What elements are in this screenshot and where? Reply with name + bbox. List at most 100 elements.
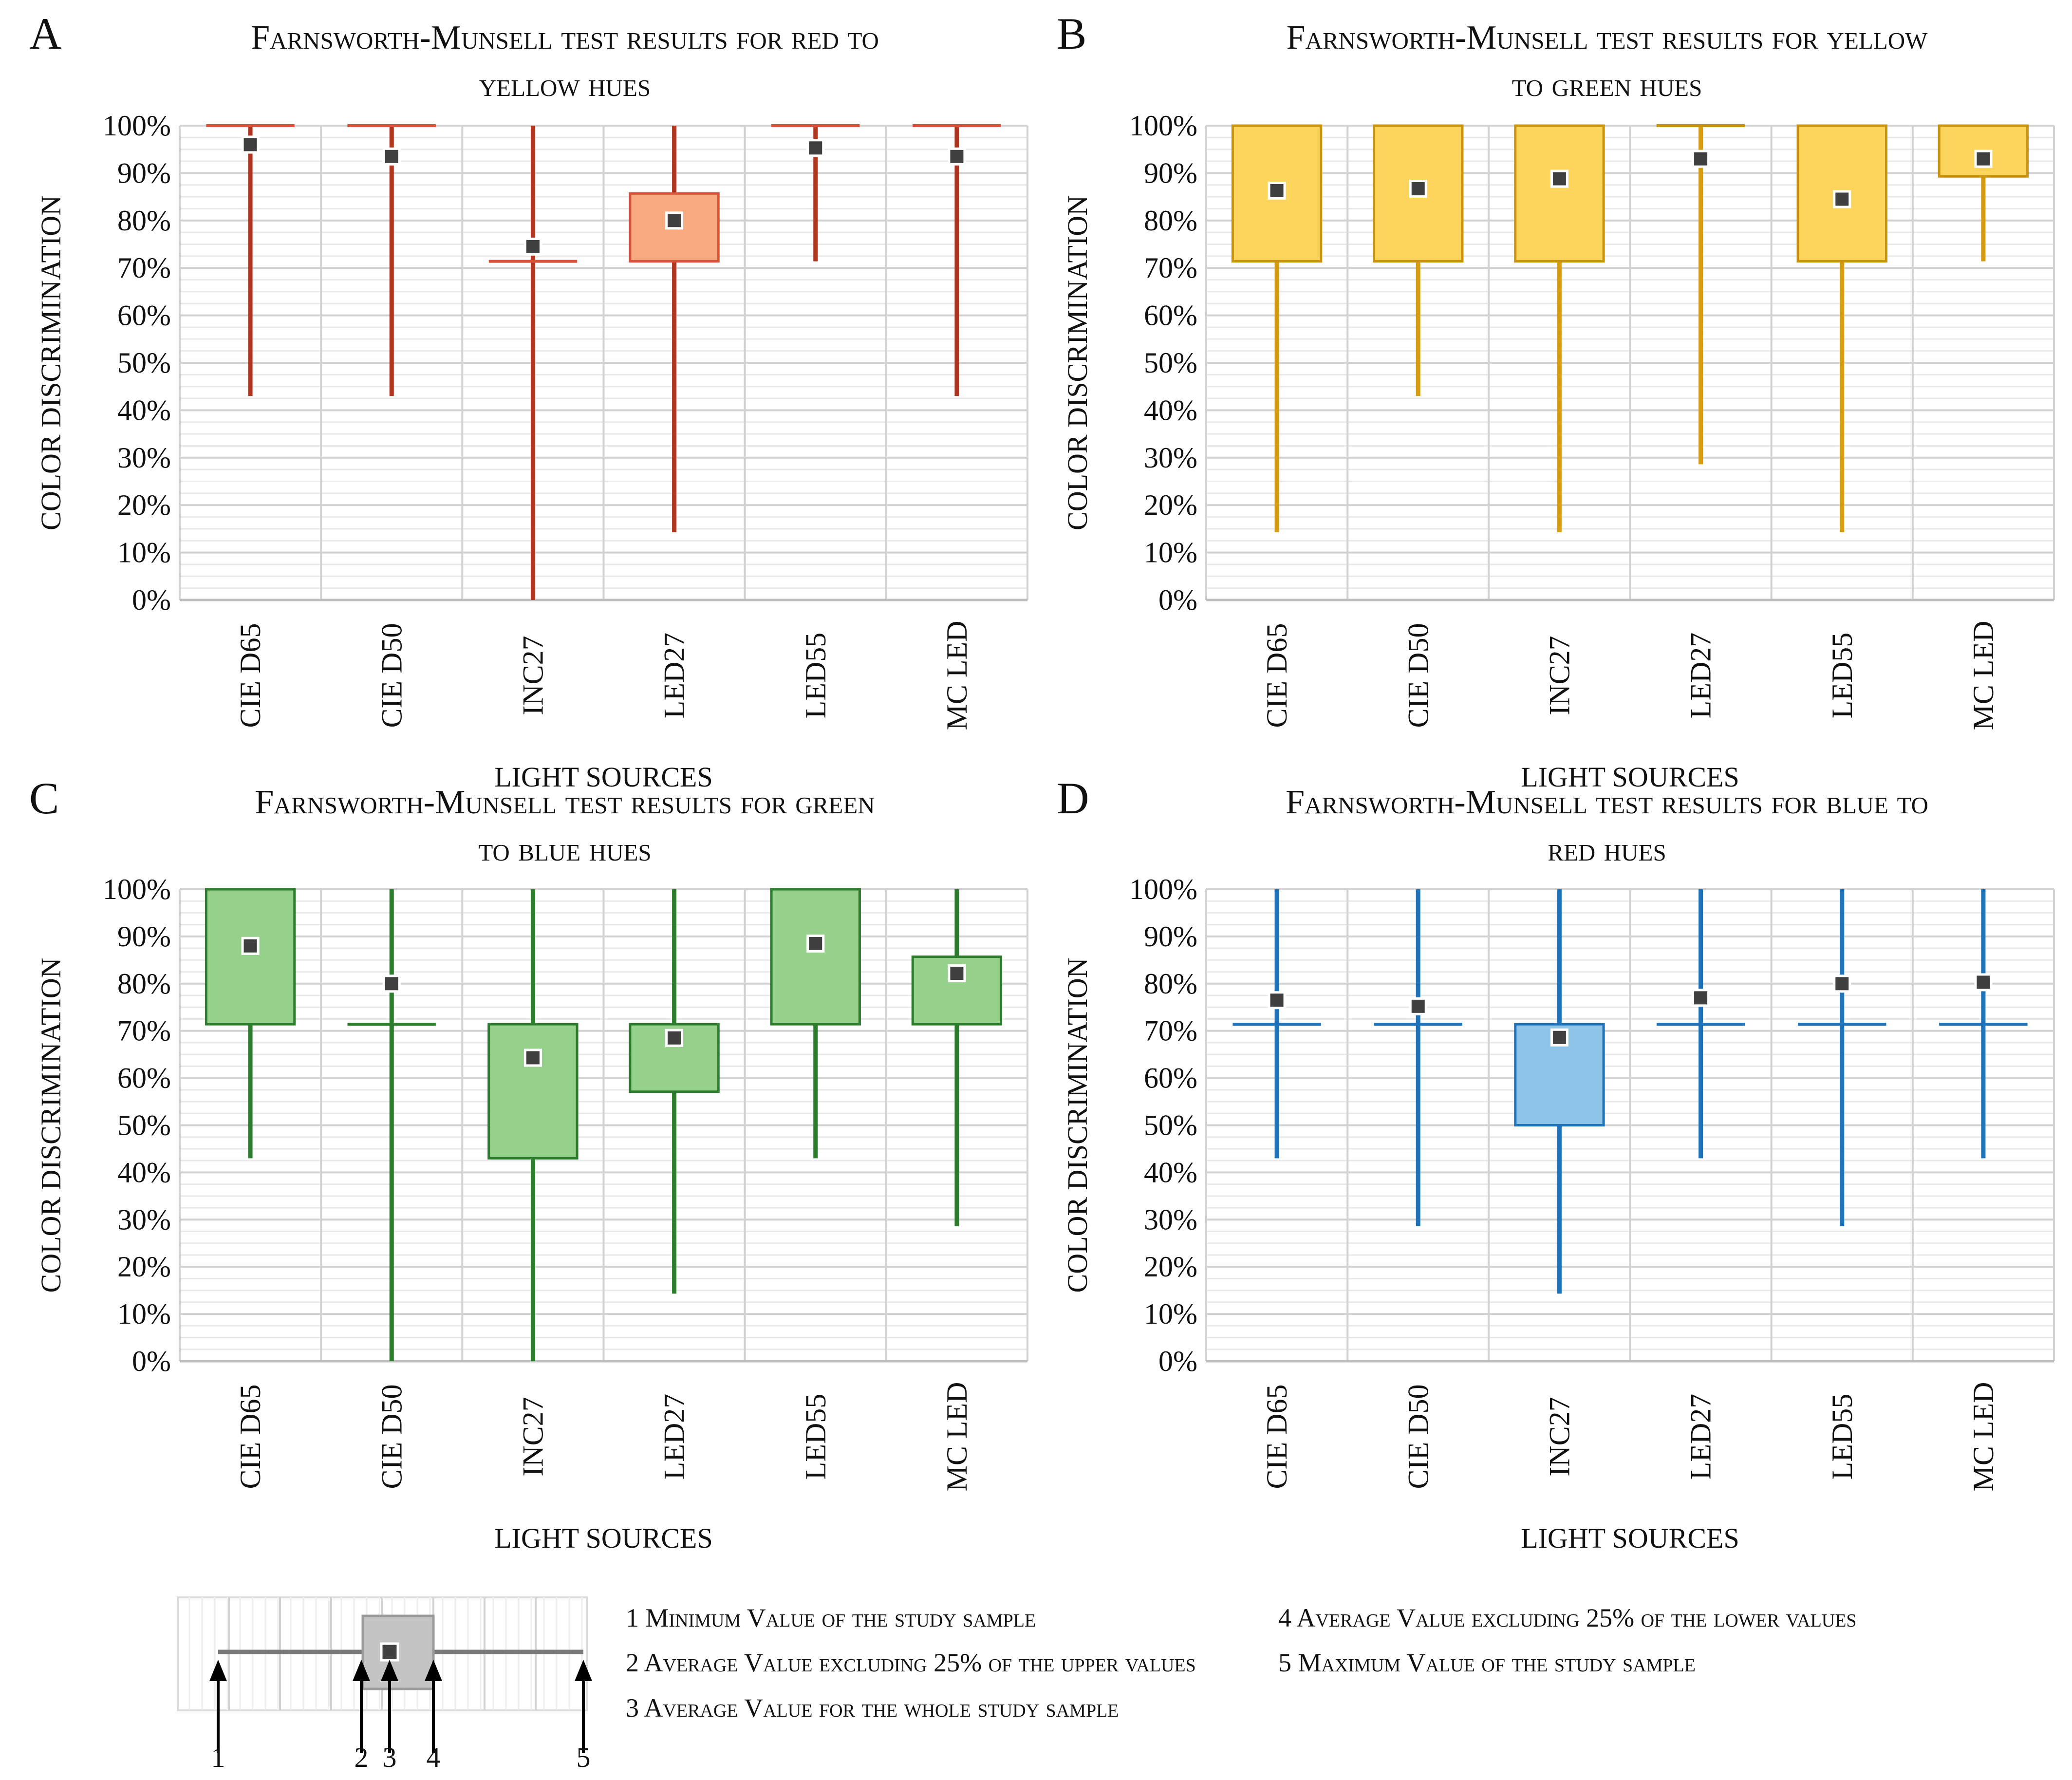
panel-letter: C xyxy=(29,773,59,823)
mean-marker xyxy=(665,211,684,230)
x-axis-title: LIGHT SOURCES xyxy=(494,1522,712,1554)
y-tick-label: 10% xyxy=(117,1298,171,1330)
y-tick-label: 40% xyxy=(1144,1156,1197,1188)
chart-panel-c: 0% 10% 20% 30% 40% 50% 60% 70% 80% 90% 100% COLOR D… xyxy=(29,773,1028,1554)
legend-arrow-head xyxy=(425,1660,442,1681)
y-tick-label: 70% xyxy=(1144,252,1197,284)
y-tick-label: 80% xyxy=(117,205,171,237)
box-rect xyxy=(1514,124,1605,263)
mean-marker xyxy=(1268,991,1286,1010)
mean-marker xyxy=(806,139,825,157)
legend-number-3: 3 xyxy=(383,1742,397,1773)
box-group-led27: LED27 xyxy=(1656,124,1745,719)
mean-marker xyxy=(948,964,966,982)
legend-panel: 1 2 3 4 5 1 Minimum Value of the study sample… xyxy=(177,1596,1857,1773)
mean-marker xyxy=(1409,997,1427,1015)
mean-marker xyxy=(241,937,260,955)
y-tick-label: 100% xyxy=(103,873,171,905)
box-group-cie-d50: CIE D50 xyxy=(347,124,436,728)
y-tick-label: 80% xyxy=(1144,968,1197,1000)
x-tick-label: LED27 xyxy=(1685,1394,1717,1480)
legend-arrow-head xyxy=(353,1660,370,1681)
box-group-cie-d65: CIE D65 xyxy=(205,888,296,1489)
x-tick-label: INC27 xyxy=(517,1397,549,1476)
y-axis-title: COLOR DISCRIMINATION xyxy=(35,195,67,530)
box-rect xyxy=(487,1023,579,1160)
mean-marker xyxy=(1833,974,1851,993)
x-tick-label: CIE D65 xyxy=(234,623,266,728)
x-tick-label: LED55 xyxy=(800,1394,832,1480)
x-tick-label: MC LED xyxy=(1967,1382,1999,1492)
box-group-inc27: INC27 xyxy=(1514,889,1605,1477)
y-tick-label: 0% xyxy=(1158,584,1197,616)
legend-item-2: 2 Average Value excluding 25% of the upp… xyxy=(626,1648,1196,1677)
box-group-led27: LED27 xyxy=(629,126,720,718)
chart-title-line2: red hues xyxy=(1548,831,1666,868)
mean-marker xyxy=(1692,150,1710,168)
mean-marker xyxy=(1550,169,1568,188)
x-tick-label: CIE D50 xyxy=(375,623,408,728)
mean-marker xyxy=(1974,973,1993,992)
x-tick-label: CIE D65 xyxy=(1261,623,1293,728)
legend-arrow-head xyxy=(575,1660,592,1681)
chart-title-line1: Farnsworth-Munsell test results for yell… xyxy=(1287,19,1928,56)
mean-marker xyxy=(806,934,825,953)
mean-marker xyxy=(665,1029,684,1047)
y-tick-label: 30% xyxy=(117,1203,171,1236)
mean-marker xyxy=(241,135,260,154)
box-group-mc-led: MC LED xyxy=(1938,124,2029,731)
y-tick-label: 100% xyxy=(1129,110,1197,142)
mean-marker xyxy=(1833,190,1851,208)
box-group-led27: LED27 xyxy=(1656,889,1745,1480)
x-tick-label: MC LED xyxy=(1967,621,1999,731)
legend-arrow-head xyxy=(209,1660,227,1681)
y-tick-label: 70% xyxy=(117,1015,171,1047)
y-tick-label: 50% xyxy=(117,1109,171,1142)
box-group-led27: LED27 xyxy=(629,889,720,1480)
box-group-mc-led: MC LED xyxy=(911,889,1003,1492)
chart-title-line1: Farnsworth-Munsell test results for blue… xyxy=(1286,784,1928,821)
x-axis-title: LIGHT SOURCES xyxy=(494,761,712,793)
mean-marker xyxy=(1268,181,1286,200)
chart-title-line2: to blue hues xyxy=(478,831,651,868)
y-tick-label: 100% xyxy=(103,110,171,142)
x-tick-label: LED27 xyxy=(1685,633,1717,719)
x-tick-label: CIE D65 xyxy=(1261,1385,1293,1489)
chart-title-line2: yellow hues xyxy=(479,66,651,104)
mean-marker xyxy=(1974,150,1993,168)
x-tick-label: LED55 xyxy=(1826,1394,1858,1480)
box-group-led55: LED55 xyxy=(1798,889,1886,1480)
legend-number-2: 2 xyxy=(355,1742,369,1773)
x-tick-label: LED55 xyxy=(1826,633,1858,719)
x-axis-title: LIGHT SOURCES xyxy=(1521,1522,1739,1554)
y-tick-label: 100% xyxy=(1129,873,1197,905)
y-tick-label: 10% xyxy=(1144,537,1197,569)
y-tick-label: 0% xyxy=(132,1345,171,1377)
chart-title-line1: Farnsworth-Munsell test results for gree… xyxy=(255,784,875,821)
box-group-inc27: INC27 xyxy=(488,126,578,715)
box-group-led55: LED55 xyxy=(1796,124,1887,719)
y-tick-label: 70% xyxy=(117,252,171,284)
box-rect xyxy=(205,888,296,1026)
y-tick-label: 0% xyxy=(1158,1345,1197,1377)
legend-item-3: 3 Average Value for the whole study samp… xyxy=(626,1693,1119,1723)
x-tick-label: CIE D50 xyxy=(375,1385,408,1489)
legend-item-4: 4 Average Value excluding 25% of the low… xyxy=(1278,1603,1857,1632)
mean-marker xyxy=(1409,180,1427,198)
chart-title-line1: Farnsworth-Munsell test results for red … xyxy=(251,19,879,56)
x-tick-label: MC LED xyxy=(941,620,973,730)
chart-panel-b: 0% 10% 20% 30% 40% 50% 60% 70% 80% 90% 100% COLOR D… xyxy=(1057,9,2055,793)
panel-letter: D xyxy=(1057,773,1089,823)
mean-marker xyxy=(523,1049,542,1067)
x-tick-label: INC27 xyxy=(1543,1397,1575,1476)
y-tick-label: 30% xyxy=(1144,1203,1197,1236)
y-tick-label: 30% xyxy=(1144,442,1197,474)
x-tick-label: INC27 xyxy=(1543,636,1575,715)
y-tick-label: 60% xyxy=(1144,300,1197,332)
y-tick-label: 60% xyxy=(1144,1062,1197,1094)
y-axis-title: COLOR DISCRIMINATION xyxy=(35,958,67,1293)
y-tick-label: 90% xyxy=(1144,920,1197,953)
y-tick-label: 80% xyxy=(117,968,171,1000)
legend-number-4: 4 xyxy=(427,1742,441,1773)
